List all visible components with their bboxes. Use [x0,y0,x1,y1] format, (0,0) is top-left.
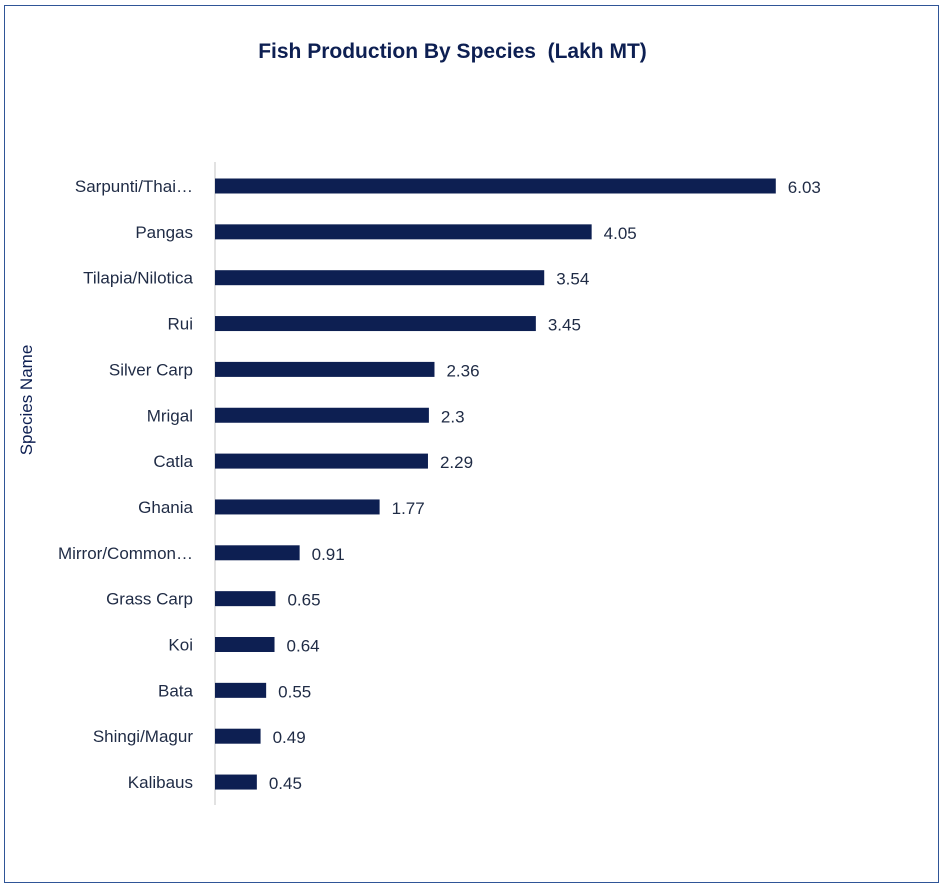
category-label: Mirror/Common… [58,544,193,563]
data-label: 3.54 [556,270,589,289]
data-label: 0.45 [269,774,302,793]
category-label: Silver Carp [109,360,193,379]
bar [215,682,267,698]
bar [215,545,300,561]
bar [215,591,276,607]
bar [215,499,380,515]
bar [215,637,275,652]
chart-frame [4,5,939,883]
data-label: 1.77 [392,499,425,518]
category-label: Tilapia/Nilotica [83,269,193,288]
category-label: Sarpunti/Thai… [75,177,193,196]
data-label: 0.91 [312,545,345,564]
bar [215,270,545,286]
category-label: Rui [167,315,193,334]
category-label: Koi [168,636,193,655]
bar [215,774,257,790]
data-label: 0.65 [287,591,320,610]
category-label: Bata [158,681,194,700]
data-label: 0.49 [273,728,306,747]
bar [215,178,776,194]
bar [215,316,536,332]
data-label: 4.05 [604,224,637,243]
category-label: Catla [153,452,193,471]
category-label: Kalibaus [128,773,193,792]
data-label: 3.45 [548,316,581,335]
category-label: Grass Carp [106,590,193,609]
data-label: 2.36 [446,361,479,380]
data-label: 2.29 [440,453,473,472]
category-label: Pangas [135,223,193,242]
data-label: 2.3 [441,407,465,426]
bar [215,728,261,744]
category-label: Ghania [138,498,193,517]
bar [215,361,435,377]
data-label: 6.03 [788,178,821,197]
chart-title: Fish Production By Species (Lakh MT) [258,40,647,63]
bar [215,407,429,423]
category-label: Shingi/Magur [93,727,194,746]
data-label: 0.55 [278,682,311,701]
category-label: Mrigal [147,406,193,425]
bar [215,453,428,469]
bar-group: Sarpunti/Thai… 6.03 Pangas 4.05 Tilapia/Nilo… [58,177,821,793]
data-label: 0.64 [287,637,320,656]
bar [215,224,592,240]
